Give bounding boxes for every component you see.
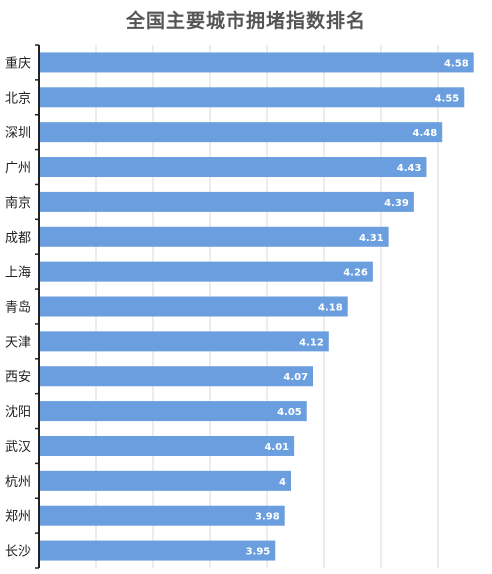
data-label: 4.31 bbox=[359, 233, 384, 244]
bar bbox=[39, 261, 373, 282]
category-label: 西安 bbox=[5, 370, 31, 385]
bar bbox=[39, 87, 465, 108]
category-label: 杭州 bbox=[5, 475, 31, 490]
category-label: 深圳 bbox=[5, 126, 31, 141]
bar bbox=[39, 226, 389, 247]
category-label: 重庆 bbox=[5, 55, 31, 71]
bar bbox=[39, 470, 291, 491]
category-label: 沈阳 bbox=[5, 405, 31, 420]
data-label: 4.43 bbox=[397, 163, 422, 174]
data-label: 4.01 bbox=[264, 442, 289, 453]
category-label: 青岛 bbox=[5, 300, 31, 316]
bar bbox=[39, 157, 427, 178]
category-label: 上海 bbox=[5, 266, 31, 281]
category-label: 长沙 bbox=[5, 545, 31, 560]
y-axis bbox=[35, 44, 40, 569]
data-label: 4.18 bbox=[318, 303, 343, 314]
data-label: 4.26 bbox=[343, 268, 368, 279]
category-label: 北京 bbox=[5, 91, 31, 106]
bar bbox=[39, 191, 414, 212]
data-label: 4.55 bbox=[435, 93, 460, 104]
bar bbox=[39, 331, 329, 352]
category-label: 成都 bbox=[5, 231, 31, 246]
data-label: 3.95 bbox=[246, 547, 271, 558]
data-label: 4.58 bbox=[444, 58, 469, 69]
data-label: 4.48 bbox=[413, 128, 438, 139]
category-label: 广州 bbox=[5, 161, 31, 176]
bars: 4.58 4.55 4.48 4.43 4.39 4.31 4.26 4.18 4.12 4.07… bbox=[39, 52, 474, 561]
category-label: 郑州 bbox=[5, 510, 31, 525]
data-label: 4 bbox=[279, 477, 286, 488]
bar bbox=[39, 366, 314, 387]
bar bbox=[39, 52, 474, 73]
bar bbox=[39, 122, 443, 143]
bar bbox=[39, 435, 295, 456]
data-label: 3.98 bbox=[255, 512, 280, 523]
data-label: 4.07 bbox=[283, 372, 308, 383]
category-label: 武汉 bbox=[5, 440, 31, 455]
chart-title: 全国主要城市拥堵指数排名 bbox=[125, 10, 366, 32]
category-label: 南京 bbox=[5, 195, 31, 211]
data-label: 4.12 bbox=[299, 337, 324, 348]
bar bbox=[39, 296, 348, 317]
bar bbox=[39, 401, 307, 422]
bar bbox=[39, 505, 285, 526]
data-label: 4.05 bbox=[277, 407, 302, 418]
bar bbox=[39, 540, 276, 561]
category-label: 天津 bbox=[5, 335, 31, 350]
data-label: 4.39 bbox=[384, 198, 409, 209]
